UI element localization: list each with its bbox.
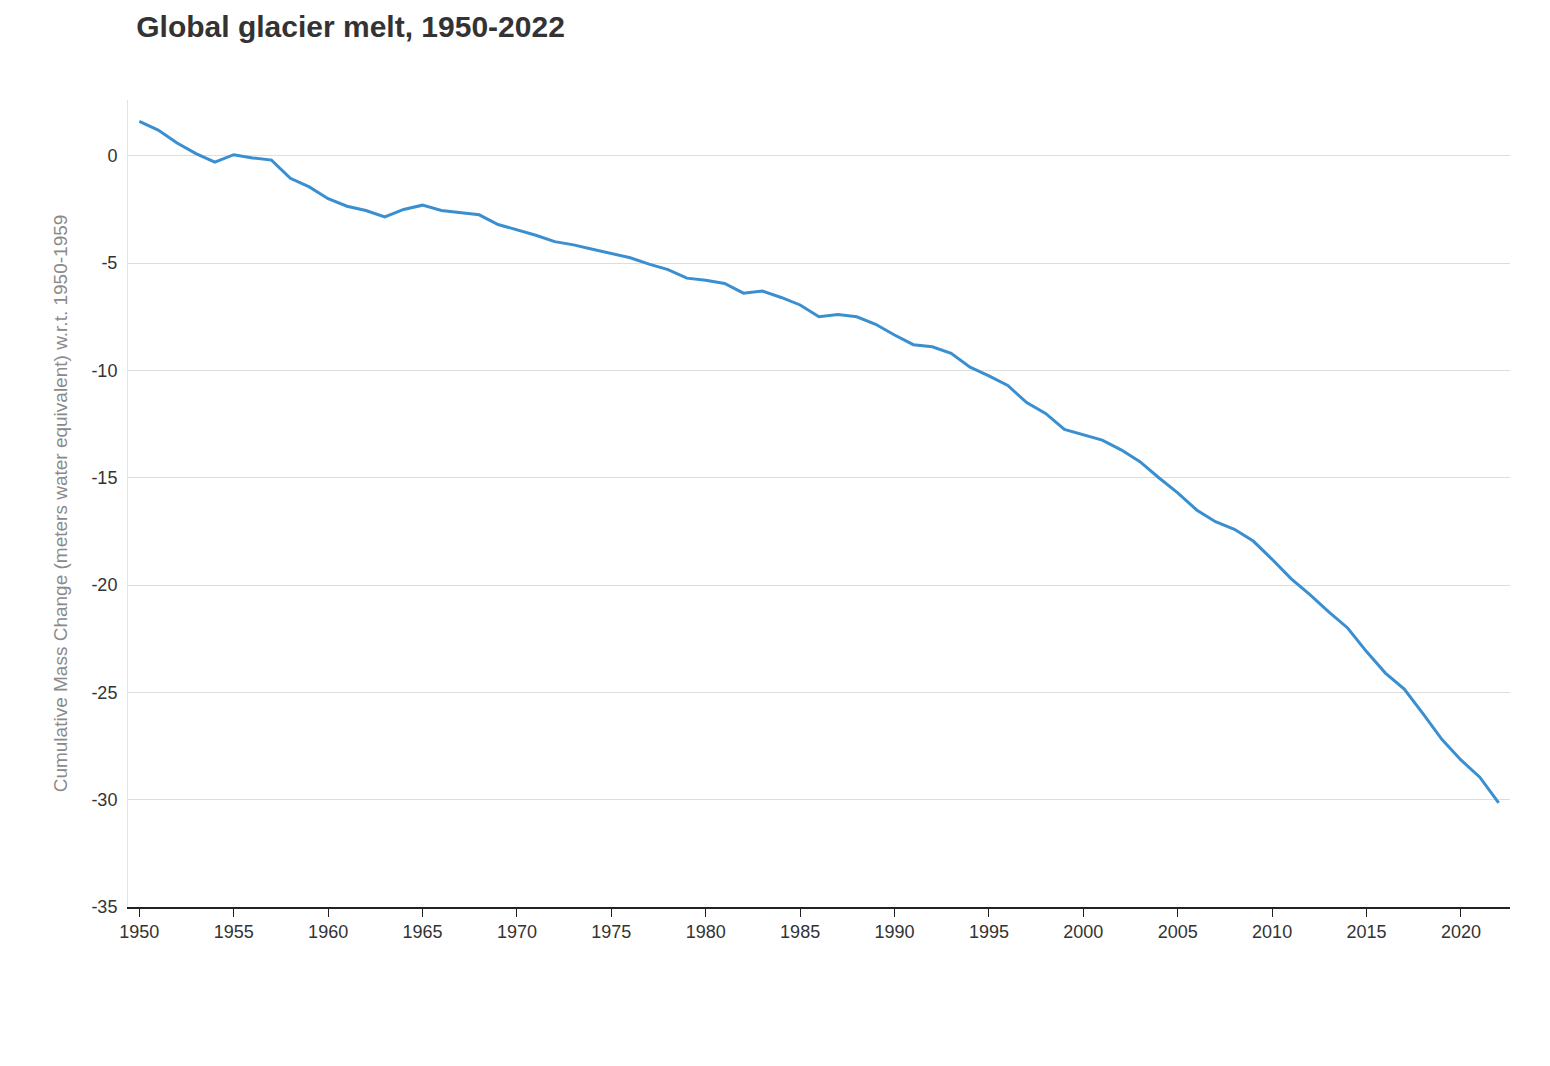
svg-text:Global glacier melt, 1950-2022: Global glacier melt, 1950-2022 — [136, 10, 565, 43]
svg-text:1960: 1960 — [308, 922, 348, 942]
svg-text:1990: 1990 — [874, 922, 914, 942]
svg-text:Cumulative Mass Change (meters: Cumulative Mass Change (meters water equ… — [50, 215, 71, 793]
svg-text:1970: 1970 — [497, 922, 537, 942]
svg-text:1995: 1995 — [969, 922, 1009, 942]
svg-text:2005: 2005 — [1158, 922, 1198, 942]
svg-text:-5: -5 — [101, 253, 117, 273]
svg-text:-20: -20 — [91, 575, 117, 595]
svg-text:2015: 2015 — [1346, 922, 1386, 942]
svg-text:-25: -25 — [91, 683, 117, 703]
svg-text:-10: -10 — [91, 361, 117, 381]
svg-text:-35: -35 — [91, 897, 117, 917]
svg-text:1950: 1950 — [119, 922, 159, 942]
svg-text:1975: 1975 — [591, 922, 631, 942]
svg-text:1985: 1985 — [780, 922, 820, 942]
svg-text:1980: 1980 — [686, 922, 726, 942]
svg-text:-15: -15 — [91, 468, 117, 488]
svg-text:2010: 2010 — [1252, 922, 1292, 942]
svg-text:-30: -30 — [91, 790, 117, 810]
svg-text:1965: 1965 — [402, 922, 442, 942]
svg-text:2000: 2000 — [1063, 922, 1103, 942]
svg-text:0: 0 — [107, 146, 117, 166]
svg-text:2020: 2020 — [1441, 922, 1481, 942]
svg-text:1955: 1955 — [214, 922, 254, 942]
